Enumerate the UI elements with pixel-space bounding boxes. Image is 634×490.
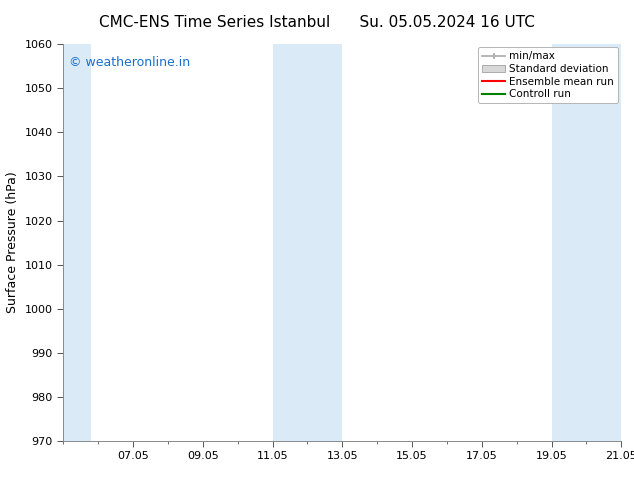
Y-axis label: Surface Pressure (hPa): Surface Pressure (hPa)	[6, 172, 19, 314]
Text: © weatheronline.in: © weatheronline.in	[69, 56, 190, 69]
Bar	[63, 44, 91, 441]
Bar	[273, 44, 342, 441]
Bar	[552, 44, 621, 441]
Text: CMC-ENS Time Series Istanbul      Su. 05.05.2024 16 UTC: CMC-ENS Time Series Istanbul Su. 05.05.2…	[99, 15, 535, 30]
Legend: min/max, Standard deviation, Ensemble mean run, Controll run: min/max, Standard deviation, Ensemble me…	[478, 47, 618, 103]
